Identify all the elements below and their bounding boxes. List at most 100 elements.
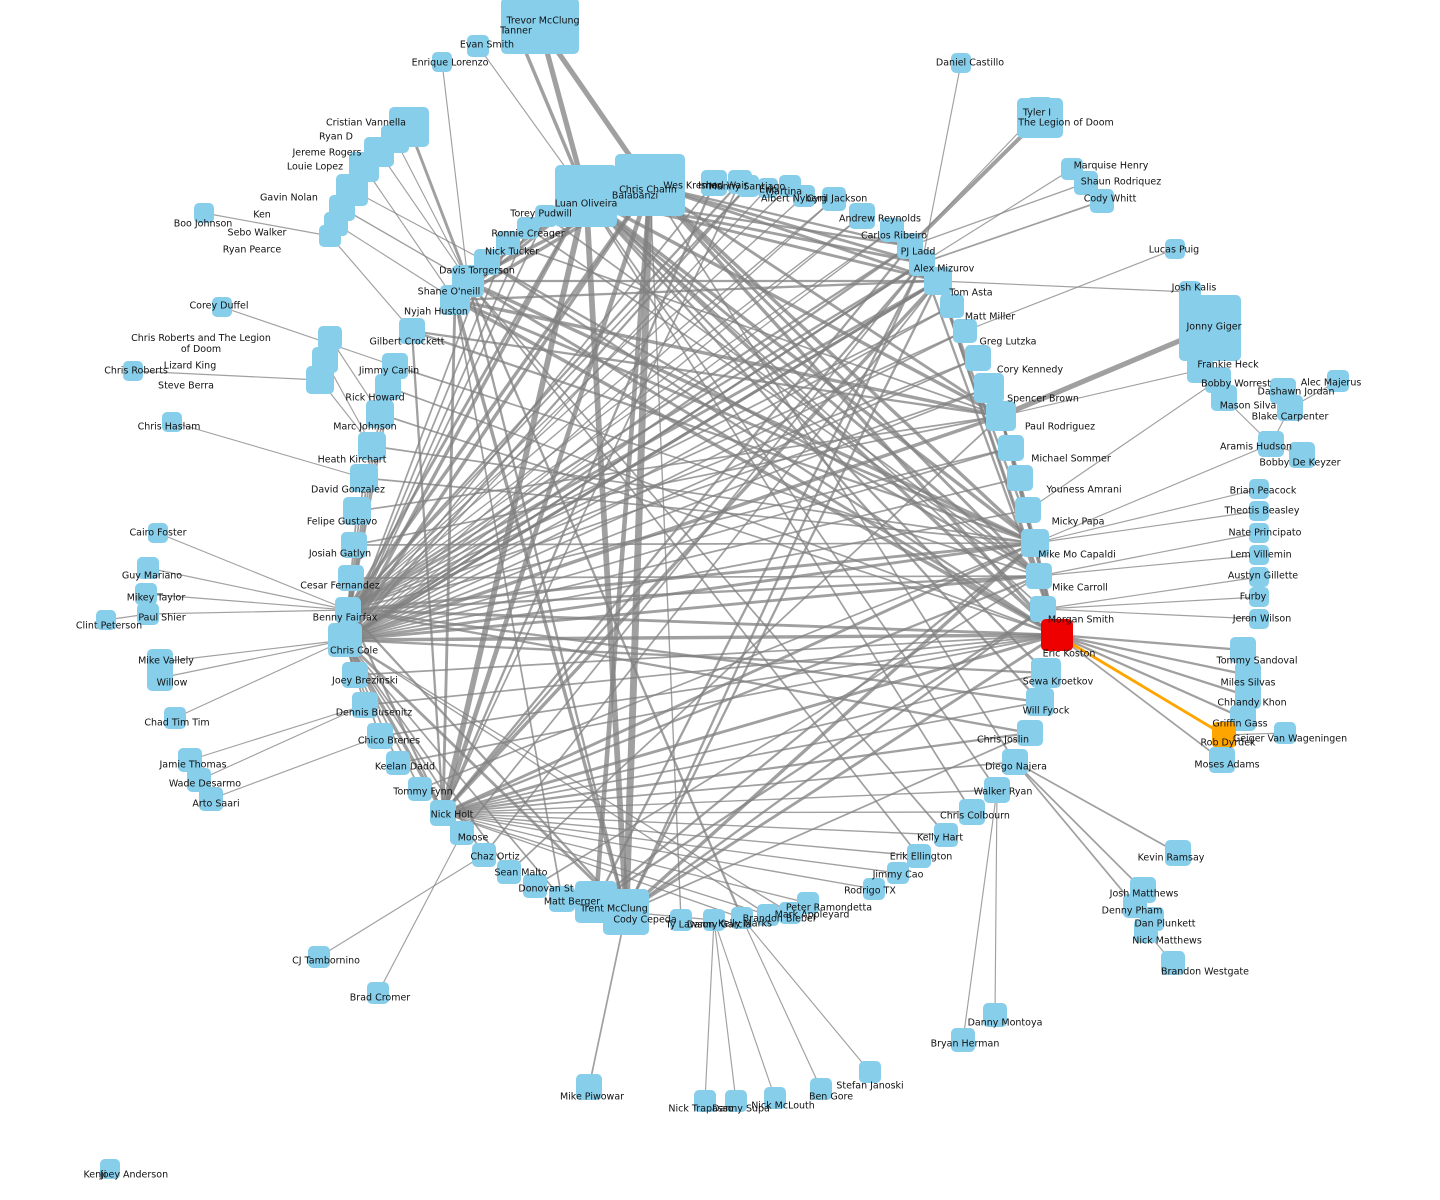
graph-node[interactable] <box>1030 596 1056 622</box>
graph-node[interactable] <box>965 345 991 371</box>
graph-node[interactable] <box>863 878 885 900</box>
graph-node[interactable] <box>1026 688 1054 716</box>
graph-node[interactable] <box>147 665 173 691</box>
graph-node[interactable] <box>467 35 489 57</box>
graph-node[interactable] <box>343 497 371 525</box>
graph-node[interactable] <box>472 843 496 867</box>
graph-node[interactable] <box>725 1090 747 1112</box>
graph-node[interactable] <box>399 318 425 344</box>
graph-node[interactable] <box>100 1159 120 1179</box>
graph-node[interactable] <box>306 366 334 394</box>
graph-node[interactable] <box>1017 98 1063 138</box>
graph-node[interactable] <box>450 821 474 845</box>
graph-node[interactable] <box>1041 619 1073 651</box>
graph-node[interactable] <box>1165 840 1191 866</box>
graph-node[interactable] <box>162 412 182 432</box>
graph-node[interactable] <box>1249 587 1269 607</box>
graph-node[interactable] <box>1258 431 1284 457</box>
graph-node[interactable] <box>703 909 725 931</box>
graph-node[interactable] <box>1021 529 1049 557</box>
graph-node[interactable] <box>940 294 964 318</box>
graph-node[interactable] <box>1249 545 1269 565</box>
graph-node[interactable] <box>1031 658 1061 688</box>
graph-node[interactable] <box>764 1087 786 1109</box>
graph-node[interactable] <box>135 583 157 605</box>
graph-node[interactable] <box>1026 563 1052 589</box>
graph-node[interactable] <box>849 203 875 229</box>
graph-node[interactable] <box>737 175 759 197</box>
graph-node[interactable] <box>1179 295 1241 361</box>
graph-node[interactable] <box>859 1061 881 1083</box>
graph-node[interactable] <box>535 205 557 227</box>
graph-node[interactable] <box>408 777 432 801</box>
graph-node[interactable] <box>576 1074 602 1100</box>
graph-node[interactable] <box>352 692 378 718</box>
graph-node[interactable] <box>793 185 815 207</box>
graph-node[interactable] <box>367 723 393 749</box>
graph-node[interactable] <box>1289 442 1315 468</box>
graph-node[interactable] <box>164 707 186 729</box>
graph-node[interactable] <box>497 860 521 884</box>
graph-node[interactable] <box>440 285 470 315</box>
graph-node[interactable] <box>335 597 361 623</box>
graph-node[interactable] <box>137 603 159 625</box>
graph-node[interactable] <box>924 267 952 295</box>
graph-node[interactable] <box>1249 479 1269 499</box>
graph-node[interactable] <box>1249 523 1269 543</box>
graph-node[interactable] <box>887 862 909 884</box>
graph-node[interactable] <box>1277 395 1303 421</box>
graph-node[interactable] <box>318 326 342 350</box>
graph-node[interactable] <box>194 203 214 223</box>
graph-node[interactable] <box>341 532 367 558</box>
graph-node[interactable] <box>1015 497 1041 523</box>
graph-node[interactable] <box>1017 720 1043 746</box>
graph-node[interactable] <box>358 432 386 460</box>
graph-node[interactable] <box>701 170 727 196</box>
graph-node[interactable] <box>603 889 649 935</box>
graph-node[interactable] <box>432 52 452 72</box>
graph-node[interactable] <box>605 175 635 205</box>
graph-node[interactable] <box>350 464 378 492</box>
graph-node[interactable] <box>984 777 1010 803</box>
graph-node[interactable] <box>148 523 168 543</box>
graph-node[interactable] <box>907 844 931 868</box>
graph-node[interactable] <box>694 1090 716 1112</box>
graph-node[interactable] <box>951 53 971 73</box>
graph-node[interactable] <box>758 178 778 198</box>
graph-node[interactable] <box>1002 749 1028 775</box>
graph-node[interactable] <box>1249 567 1269 587</box>
graph-node[interactable] <box>670 909 692 931</box>
graph-node[interactable] <box>1327 370 1349 392</box>
graph-node[interactable] <box>212 297 232 317</box>
graph-node[interactable] <box>779 902 801 924</box>
graph-node[interactable] <box>757 904 779 926</box>
graph-node[interactable] <box>1090 189 1114 213</box>
graph-node[interactable] <box>338 565 364 591</box>
graph-node[interactable] <box>1161 951 1185 975</box>
graph-node[interactable] <box>308 946 330 968</box>
graph-node[interactable] <box>1249 609 1269 629</box>
graph-node[interactable] <box>386 751 410 775</box>
graph-node[interactable] <box>1212 722 1236 748</box>
graph-node[interactable] <box>797 892 819 914</box>
graph-node[interactable] <box>822 187 846 211</box>
graph-node[interactable] <box>375 374 401 400</box>
graph-node[interactable] <box>366 400 394 428</box>
graph-node[interactable] <box>517 217 539 239</box>
graph-node[interactable] <box>496 231 520 255</box>
graph-node[interactable] <box>1211 385 1237 411</box>
graph-node[interactable] <box>1230 637 1256 663</box>
graph-node[interactable] <box>1007 465 1033 491</box>
graph-node[interactable] <box>1274 722 1296 744</box>
graph-node[interactable] <box>951 1028 975 1052</box>
graph-node[interactable] <box>123 361 143 381</box>
graph-node[interactable] <box>934 823 958 847</box>
graph-node[interactable] <box>328 623 362 657</box>
graph-node[interactable] <box>959 799 985 825</box>
graph-node[interactable] <box>1235 683 1261 709</box>
graph-node[interactable] <box>523 874 547 898</box>
graph-node[interactable] <box>367 982 389 1004</box>
graph-node[interactable] <box>986 401 1016 431</box>
graph-node[interactable] <box>998 435 1024 461</box>
graph-node[interactable] <box>974 373 1004 403</box>
